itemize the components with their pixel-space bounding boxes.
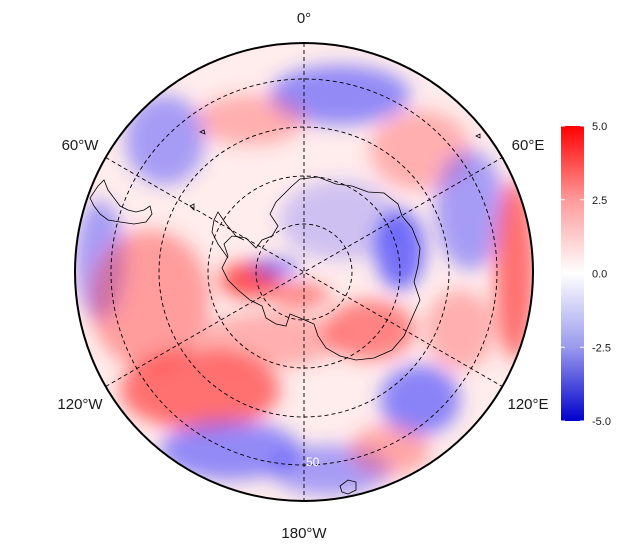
graticule	[105, 43, 503, 501]
positive-anomaly-region	[120, 350, 280, 430]
negative-anomaly-region	[435, 150, 505, 270]
colorbar-tick-label: -2.5	[592, 342, 611, 354]
anomaly-field	[75, 43, 533, 501]
positive-anomaly-region	[425, 290, 495, 370]
map-boundary	[74, 42, 534, 502]
colorbar-tick-label: 5.0	[592, 121, 607, 133]
positive-anomaly-region	[90, 230, 210, 370]
positive-anomaly-region	[195, 95, 305, 145]
colorbar-ticks: 5.0 2.5 0.0 -2.5 -5.0	[561, 121, 611, 428]
colorbar-tick-label: 2.5	[592, 195, 607, 207]
negative-anomaly-region	[125, 95, 205, 185]
antarctica-coastline	[221, 176, 421, 361]
negative-anomaly-region	[380, 365, 460, 435]
south-america-coastline	[89, 179, 153, 225]
positive-anomaly-region	[350, 425, 430, 475]
positive-anomaly-region	[270, 283, 330, 307]
colorbar-gradient	[561, 126, 584, 421]
coastlines	[89, 129, 481, 495]
lon-label-upper-right: 60°E	[512, 137, 545, 154]
island-3	[189, 203, 195, 211]
colorbar-tick-label: 0.0	[592, 269, 607, 281]
island-2	[475, 133, 481, 139]
positive-anomaly-region	[200, 312, 340, 368]
negative-anomaly-region	[250, 258, 300, 278]
tasmania-coastline	[339, 479, 357, 495]
island-1	[199, 129, 206, 135]
colorbar: 5.0 2.5 0.0 -2.5 -5.0	[561, 121, 611, 428]
latitude-label: 50	[306, 455, 320, 469]
lon-label-top: 0°	[297, 10, 311, 27]
lon-label-lower-left: 120°W	[57, 396, 103, 413]
positive-anomaly-region	[495, 180, 533, 360]
negative-anomaly-region	[375, 210, 425, 290]
lon-label-upper-left: 60°W	[62, 137, 100, 154]
negative-anomaly-region	[270, 65, 410, 125]
negative-anomaly-region	[280, 180, 400, 260]
lon-label-lower-right: 120°E	[507, 396, 548, 413]
lon-label-bottom: 180°W	[281, 525, 327, 542]
colorbar-tick-label: -5.0	[592, 416, 611, 428]
positive-anomaly-region	[325, 300, 415, 360]
antarctic-peninsula-coastline	[211, 211, 245, 259]
